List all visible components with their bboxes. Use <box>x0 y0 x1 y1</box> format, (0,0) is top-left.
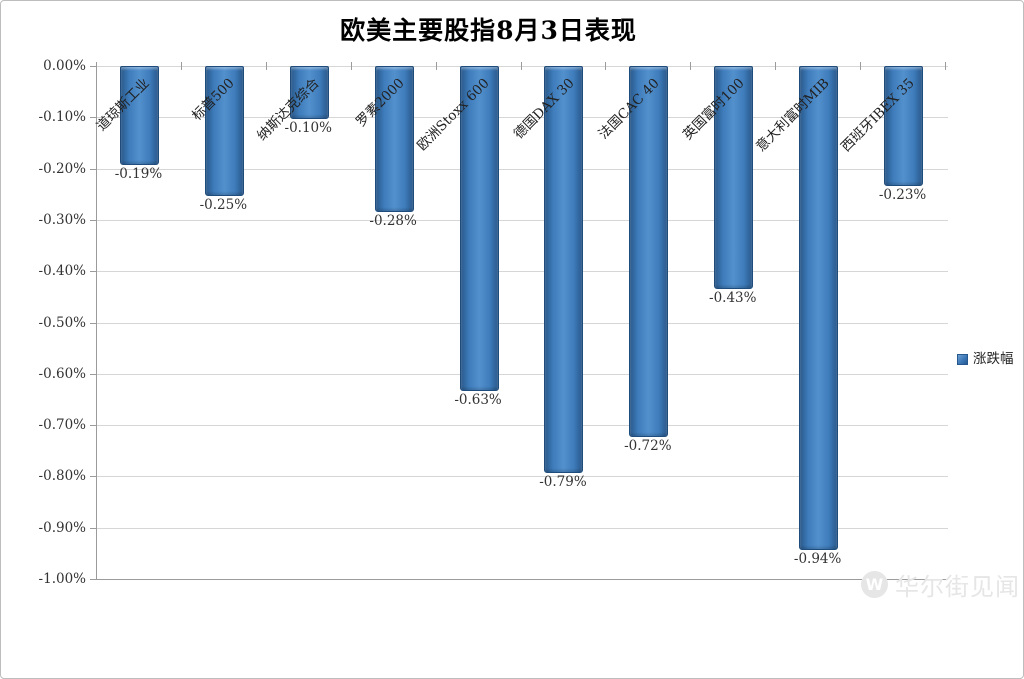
bar-value-label: -0.25% <box>199 197 248 214</box>
bar-value-label: -0.72% <box>624 438 672 455</box>
bar-value-label: -0.10% <box>284 120 332 137</box>
legend: 涨跌幅 <box>957 352 1014 366</box>
y-axis-tick <box>90 425 96 427</box>
legend-label: 涨跌幅 <box>973 351 1014 367</box>
y-axis-tick-label: -0.90% <box>38 519 86 536</box>
gridline <box>96 117 948 119</box>
y-axis-tick-label: -0.60% <box>38 365 86 382</box>
gridline <box>96 66 948 67</box>
bar-value-label: -0.23% <box>878 186 927 203</box>
chart-title: 欧美主要股指8月3日表现 <box>340 16 637 45</box>
y-axis-tick <box>90 168 96 170</box>
gridline <box>96 373 948 375</box>
y-axis-tick-label: -1.00% <box>38 571 86 587</box>
category-axis-tick <box>860 62 862 70</box>
y-axis-tick <box>90 322 96 324</box>
y-axis-tick <box>90 373 96 375</box>
bar <box>119 66 159 166</box>
bar <box>374 66 414 212</box>
gridline <box>96 271 948 273</box>
y-axis-tick-label: -0.70% <box>38 417 86 434</box>
gridline <box>96 425 948 427</box>
y-axis-tick-label: -0.20% <box>38 160 86 177</box>
bottom-axis-line <box>96 579 948 580</box>
bar <box>544 66 584 474</box>
bar-value-label: -0.94% <box>793 551 842 568</box>
y-axis-tick <box>90 476 96 478</box>
y-axis-tick <box>90 579 96 580</box>
bar <box>629 66 669 438</box>
y-axis-line <box>96 66 97 579</box>
category-axis-tick <box>690 62 692 70</box>
gridline <box>96 322 948 324</box>
gridline <box>96 168 948 170</box>
watermark: W 华尔街见闻 <box>861 567 1020 602</box>
y-axis-tick-label: -0.10% <box>38 109 86 126</box>
y-axis-tick-label: 0.00% <box>43 58 86 74</box>
y-axis-tick-label: -0.50% <box>38 314 86 331</box>
y-axis-tick <box>90 117 96 119</box>
category-axis-tick <box>435 62 437 70</box>
y-axis-tick-label: -0.80% <box>38 468 86 485</box>
bar-value-label: -0.43% <box>709 289 757 306</box>
gridline <box>96 219 948 221</box>
y-axis-tick-label: -0.40% <box>38 263 86 280</box>
bar-value-label: -0.79% <box>539 474 587 491</box>
category-axis-tick <box>945 62 946 70</box>
category-axis-tick <box>180 62 182 70</box>
gridline <box>96 476 948 478</box>
bar-value-label: -0.28% <box>369 212 417 229</box>
bar <box>204 66 244 197</box>
category-axis-tick <box>350 62 352 70</box>
y-axis-tick <box>90 66 96 67</box>
y-axis-tick <box>90 527 96 529</box>
y-axis-tick <box>90 219 96 221</box>
legend-swatch-icon <box>957 353 968 365</box>
bar-value-label: -0.19% <box>114 166 163 183</box>
bar <box>799 66 839 551</box>
y-axis-tick-label: -0.30% <box>38 211 86 228</box>
wallstreetcn-logo-icon: W <box>861 571 888 598</box>
bar-value-label: -0.63% <box>454 392 502 409</box>
category-axis-tick <box>605 62 607 70</box>
y-axis-tick <box>90 271 96 273</box>
category-axis-tick <box>265 62 267 70</box>
gridline <box>96 527 948 529</box>
bar <box>289 66 329 120</box>
watermark-text: 华尔街见闻 <box>895 573 1020 601</box>
bar <box>459 66 499 392</box>
bar <box>714 66 754 289</box>
bar <box>884 66 924 186</box>
category-axis-tick <box>775 62 777 70</box>
category-axis-tick <box>520 62 522 70</box>
